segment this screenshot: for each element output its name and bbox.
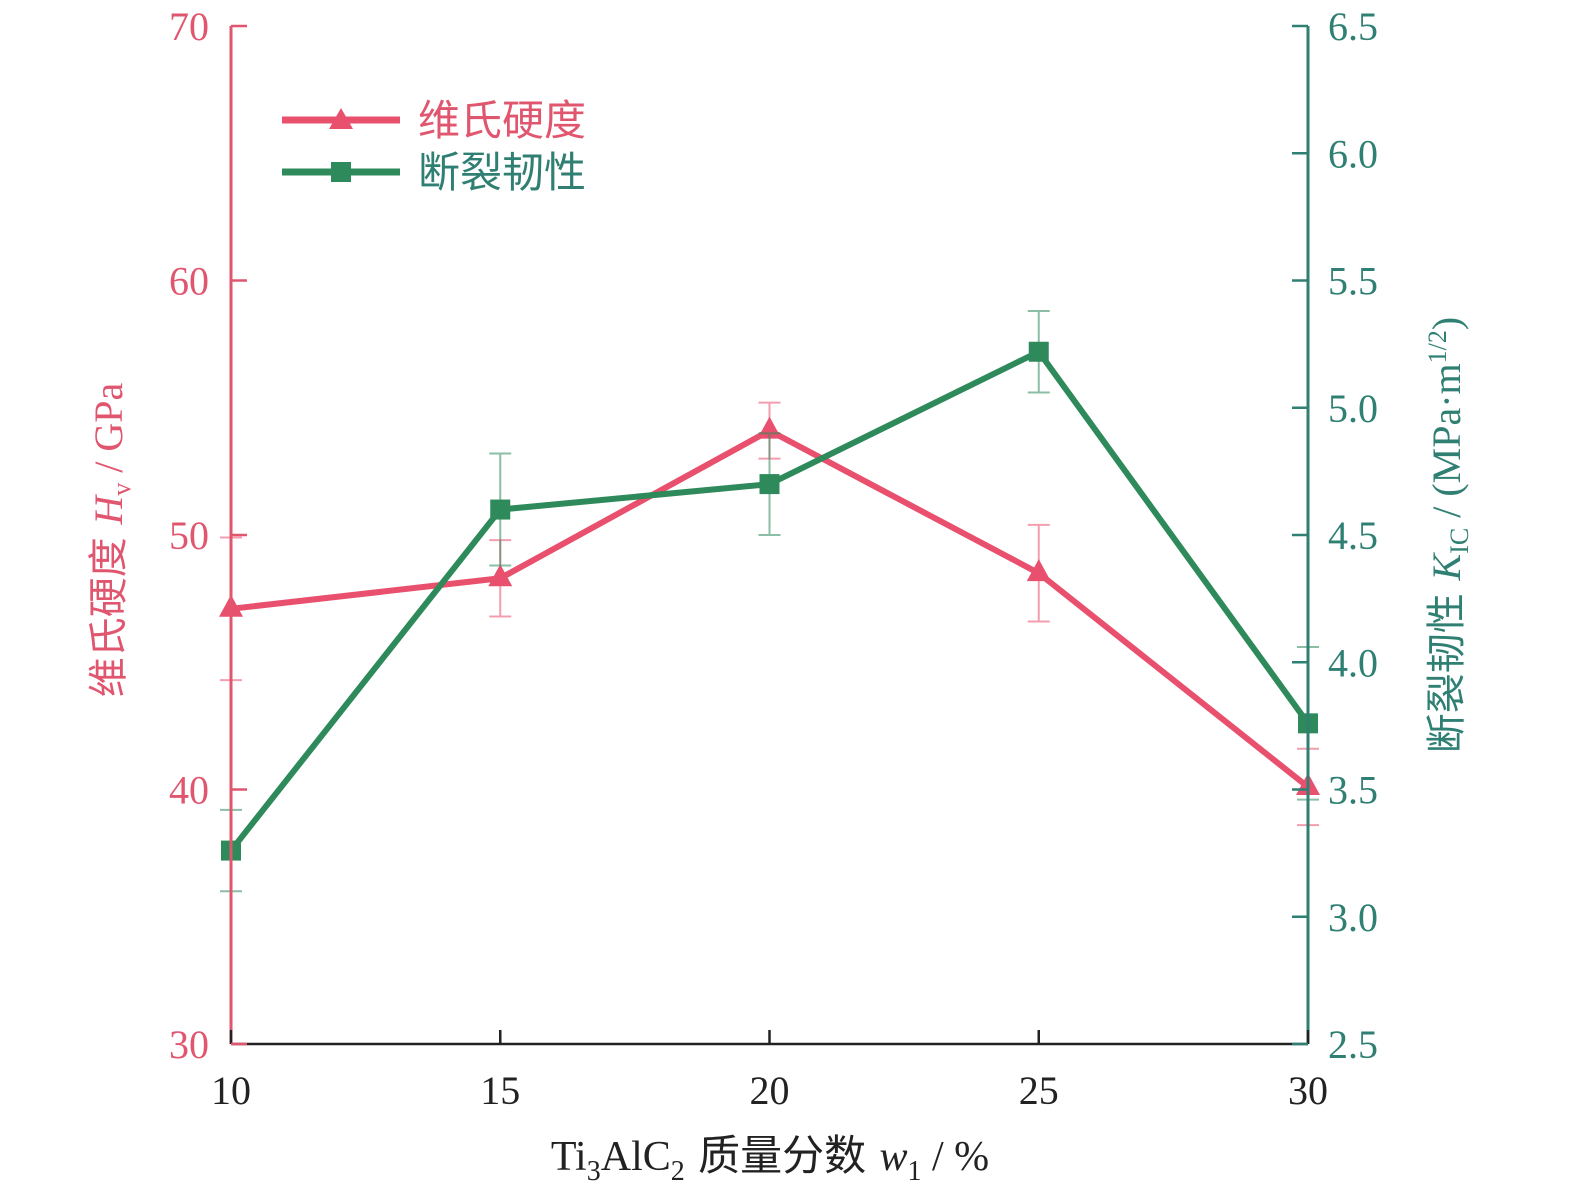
right-y-tick-label: 4.0: [1328, 640, 1378, 685]
right-y-tick-label: 3.0: [1328, 895, 1378, 940]
data-point: [1028, 341, 1049, 362]
right-y-axis-title: 断裂韧性 KIC / (MPa·m1/2): [1423, 317, 1474, 753]
data-point: [1026, 559, 1051, 582]
left-y-tick-label: 30: [169, 1022, 209, 1067]
right-y-tick-label: 6.5: [1328, 4, 1378, 49]
legend-marker-toughness: [331, 162, 351, 182]
x-tick-label: 10: [211, 1068, 251, 1113]
right-y-tick-label: 6.0: [1328, 131, 1378, 176]
left-y-axis-title: 维氏硬度 Hv / GPa: [86, 382, 136, 697]
right-y-tick-label: 4.5: [1328, 513, 1378, 558]
left-y-tick-label: 60: [169, 259, 209, 304]
data-point: [759, 474, 780, 495]
axes: 10 15 20 25 30 30 40 50 60 70 2.5 3.0 3.5 4.0 4.5 5.0 5.…: [169, 4, 1378, 1113]
right-y-tick-label: 3.5: [1328, 768, 1378, 813]
legend-label-toughness: 断裂韧性: [418, 148, 586, 197]
data-point: [488, 564, 513, 587]
plot-area: [219, 310, 1320, 893]
x-tick-label: 30: [1288, 1068, 1328, 1113]
left-y-tick-label: 50: [169, 513, 209, 558]
legend: 维氏硬度 断裂韧性: [282, 96, 586, 197]
right-y-tick-label: 5.5: [1328, 259, 1378, 304]
left-y-tick-label: 40: [169, 768, 209, 813]
legend-marker-hardness: [329, 108, 353, 129]
legend-label-hardness: 维氏硬度: [418, 96, 586, 145]
data-point: [490, 499, 511, 520]
x-tick-label: 15: [480, 1068, 520, 1113]
left-y-tick-label: 70: [169, 4, 209, 49]
x-tick-label: 25: [1019, 1068, 1059, 1113]
x-axis-title: Ti3AlC2 质量分数 w1 / %: [551, 1131, 989, 1187]
series-toughness: [220, 310, 1319, 893]
right-y-tick-label: 5.0: [1328, 386, 1378, 431]
right-y-tick-label: 2.5: [1328, 1022, 1378, 1067]
x-tick-label: 20: [750, 1068, 790, 1113]
